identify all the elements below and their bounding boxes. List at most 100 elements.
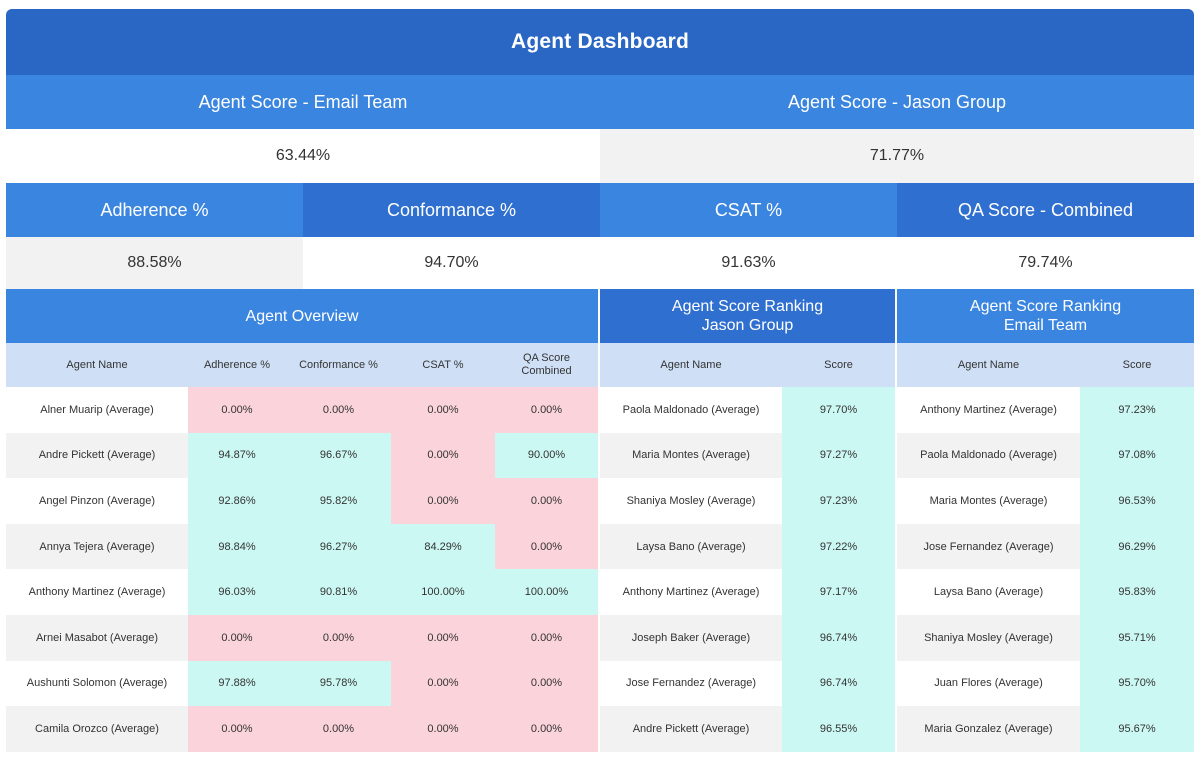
metric-value-cell: 0.00% [495, 523, 598, 570]
table-row: Jose Fernandez (Average) 96.74% [600, 660, 895, 707]
metric-value-cell: 100.00% [495, 569, 598, 615]
agent-overview-rows: Alner Muarip (Average) 0.00% 0.00% 0.00% 0.0… [6, 387, 598, 752]
agent-score-value-row: 63.44% 71.77% [6, 129, 1194, 183]
agent-name-cell: Anthony Martinez (Average) [600, 569, 782, 615]
agent-name-cell: Maria Montes (Average) [897, 478, 1080, 524]
metric-value-cell: 96.27% [286, 523, 391, 570]
table-row: Maria Montes (Average) 97.27% [600, 432, 895, 479]
metric-value-cell: 96.67% [286, 432, 391, 479]
ranking-jason-title-line2: Jason Group [701, 317, 794, 334]
metric-value-cell: 90.00% [495, 432, 598, 479]
agent-overview-column-headers: Agent Name Adherence % Conformance % CSA… [6, 343, 598, 387]
column-header-score: Score [782, 343, 895, 387]
metric-value-cell: 0.00% [495, 478, 598, 524]
agent-name-cell: Laysa Bano (Average) [600, 523, 782, 570]
agent-name-cell: Aushunti Solomon (Average) [6, 660, 188, 707]
agent-name-cell: Shaniya Mosley (Average) [897, 614, 1080, 661]
metric-value-cell: 97.88% [188, 660, 286, 707]
agent-name-cell: Angel Pinzon (Average) [6, 478, 188, 524]
metric-value-cell: 0.00% [495, 614, 598, 661]
agent-dashboard: Agent Dashboard Agent Score - Email Team… [6, 9, 1194, 756]
table-row: Anthony Martinez (Average) 97.17% [600, 569, 895, 615]
table-row: Paola Maldonado (Average) 97.08% [897, 432, 1194, 479]
column-header-csat: CSAT % [391, 343, 495, 387]
column-header-agent-name: Agent Name [897, 343, 1080, 387]
ranking-jason-title-line1: Agent Score Ranking [671, 298, 824, 315]
agent-name-cell: Maria Montes (Average) [600, 432, 782, 479]
agent-name-cell: Paola Maldonado (Average) [600, 387, 782, 433]
table-row: Shaniya Mosley (Average) 97.23% [600, 478, 895, 524]
ranking-email-column-headers: Agent Name Score [897, 343, 1194, 387]
metric-value-cell: 0.00% [188, 614, 286, 661]
kpi-header-row: Adherence % Conformance % CSAT % QA Scor… [6, 183, 1194, 237]
agent-name-cell: Joseph Baker (Average) [600, 614, 782, 661]
column-header-agent-name: Agent Name [600, 343, 782, 387]
dashboard-title: Agent Dashboard [6, 9, 1194, 75]
table-row: Arnei Masabot (Average) 0.00% 0.00% 0.00% 0.… [6, 614, 598, 661]
ranking-jason-column-headers: Agent Name Score [600, 343, 895, 387]
kpi-qa-score-label: QA Score - Combined [897, 183, 1194, 237]
metric-value-cell: 90.81% [286, 569, 391, 615]
metric-value-cell: 96.03% [188, 569, 286, 615]
ranking-email-title-line2: Email Team [1003, 317, 1088, 334]
email-team-score-label: Agent Score - Email Team [6, 75, 600, 129]
table-row: Anthony Martinez (Average) 96.03% 90.81% 10… [6, 569, 598, 615]
column-header-conformance: Conformance % [286, 343, 391, 387]
metric-value-cell: 0.00% [391, 387, 495, 433]
agent-name-cell: Jose Fernandez (Average) [897, 523, 1080, 570]
table-row: Paola Maldonado (Average) 97.70% [600, 387, 895, 433]
email-team-score-value: 63.44% [6, 129, 600, 183]
kpi-csat-value: 91.63% [600, 237, 897, 289]
score-cell: 97.70% [782, 387, 895, 433]
jason-group-score-value: 71.77% [600, 129, 1194, 183]
agent-name-cell: Alner Muarip (Average) [6, 387, 188, 433]
score-cell: 97.27% [782, 432, 895, 479]
agent-name-cell: Annya Tejera (Average) [6, 523, 188, 570]
table-row: Anthony Martinez (Average) 97.23% [897, 387, 1194, 433]
metric-value-cell: 0.00% [495, 660, 598, 707]
score-cell: 96.29% [1080, 523, 1194, 570]
agent-name-cell: Andre Pickett (Average) [6, 432, 188, 479]
metric-value-cell: 0.00% [391, 660, 495, 707]
agent-name-cell: Camila Orozco (Average) [6, 706, 188, 752]
ranking-jason-rows: Paola Maldonado (Average) 97.70% Maria Mon… [600, 387, 895, 752]
table-row: Jose Fernandez (Average) 96.29% [897, 523, 1194, 570]
metric-value-cell: 84.29% [391, 523, 495, 570]
score-cell: 95.71% [1080, 614, 1194, 661]
ranking-email-title: Agent Score Ranking Email Team [897, 289, 1194, 343]
table-row: Annya Tejera (Average) 98.84% 96.27% 84.29%… [6, 523, 598, 570]
agent-name-cell: Shaniya Mosley (Average) [600, 478, 782, 524]
table-row: Andre Pickett (Average) 94.87% 96.67% 0.00%… [6, 432, 598, 479]
score-cell: 96.74% [782, 614, 895, 661]
score-cell: 97.23% [1080, 387, 1194, 433]
agent-score-header-row: Agent Score - Email Team Agent Score - J… [6, 75, 1194, 129]
kpi-value-row: 88.58% 94.70% 91.63% 79.74% [6, 237, 1194, 289]
metric-value-cell: 92.86% [188, 478, 286, 524]
table-row: Aushunti Solomon (Average) 97.88% 95.78% 0.… [6, 660, 598, 707]
kpi-csat-label: CSAT % [600, 183, 897, 237]
ranking-jason-table: Agent Score Ranking Jason Group Agent Na… [600, 289, 897, 752]
table-row: Maria Gonzalez (Average) 95.67% [897, 706, 1194, 752]
score-cell: 96.53% [1080, 478, 1194, 524]
column-header-qa-score: QA Score Combined [495, 343, 598, 387]
table-row: Angel Pinzon (Average) 92.86% 95.82% 0.00% 0… [6, 478, 598, 524]
agent-name-cell: Anthony Martinez (Average) [6, 569, 188, 615]
table-row: Joseph Baker (Average) 96.74% [600, 614, 895, 661]
column-header-agent-name: Agent Name [6, 343, 188, 387]
agent-name-cell: Laysa Bano (Average) [897, 569, 1080, 615]
table-row: Juan Flores (Average) 95.70% [897, 660, 1194, 707]
score-cell: 95.83% [1080, 569, 1194, 615]
ranking-email-table: Agent Score Ranking Email Team Agent Nam… [897, 289, 1194, 752]
score-cell: 97.22% [782, 523, 895, 570]
kpi-adherence-label: Adherence % [6, 183, 303, 237]
agent-name-cell: Maria Gonzalez (Average) [897, 706, 1080, 752]
kpi-qa-score-value: 79.74% [897, 237, 1194, 289]
metric-value-cell: 0.00% [391, 614, 495, 661]
table-row: Laysa Bano (Average) 97.22% [600, 523, 895, 570]
agent-name-cell: Paola Maldonado (Average) [897, 432, 1080, 479]
score-cell: 96.55% [782, 706, 895, 752]
metric-value-cell: 0.00% [495, 706, 598, 752]
table-row: Laysa Bano (Average) 95.83% [897, 569, 1194, 615]
jason-group-score-label: Agent Score - Jason Group [600, 75, 1194, 129]
agent-name-cell: Anthony Martinez (Average) [897, 387, 1080, 433]
